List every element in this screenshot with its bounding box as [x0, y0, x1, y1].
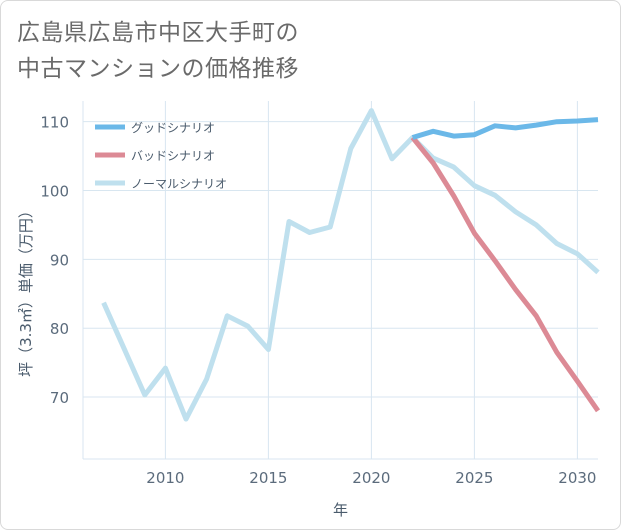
x-tick-label: 2010: [146, 469, 184, 487]
y-axis-title: 坪（3.3㎡）単価（万円）: [17, 203, 35, 377]
series-line-2: [101, 108, 600, 422]
series-lines: [101, 108, 601, 422]
legend-label: バッドシナリオ: [131, 149, 215, 163]
x-tick-label: 2025: [455, 469, 493, 487]
y-tick-label: 90: [50, 251, 69, 269]
x-axis-title: 年: [333, 501, 348, 519]
chart-title: 広島県広島市中区大手町の 中古マンションの価格推移: [17, 15, 577, 87]
x-tick-label: 2015: [249, 469, 287, 487]
series-line-0: [411, 117, 599, 140]
chart-title-line-2: 中古マンションの価格推移: [17, 56, 299, 82]
y-tick-label: 80: [50, 320, 69, 338]
series-line-1: [410, 135, 601, 413]
y-tick-label: 100: [40, 183, 69, 201]
axes: 70 80 90 100 110 2010 2015 2020 2025 2030: [40, 114, 596, 487]
legend-label: ノーマルシナリオ: [131, 177, 227, 191]
x-tick-label: 2020: [352, 469, 390, 487]
x-tick-label: 2030: [558, 469, 596, 487]
chart-title-line-1: 広島県広島市中区大手町の: [17, 20, 299, 46]
y-tick-label: 70: [50, 389, 69, 407]
grid: [82, 101, 598, 460]
y-tick-label: 110: [40, 114, 69, 132]
legend-label: グッドシナリオ: [131, 121, 215, 135]
